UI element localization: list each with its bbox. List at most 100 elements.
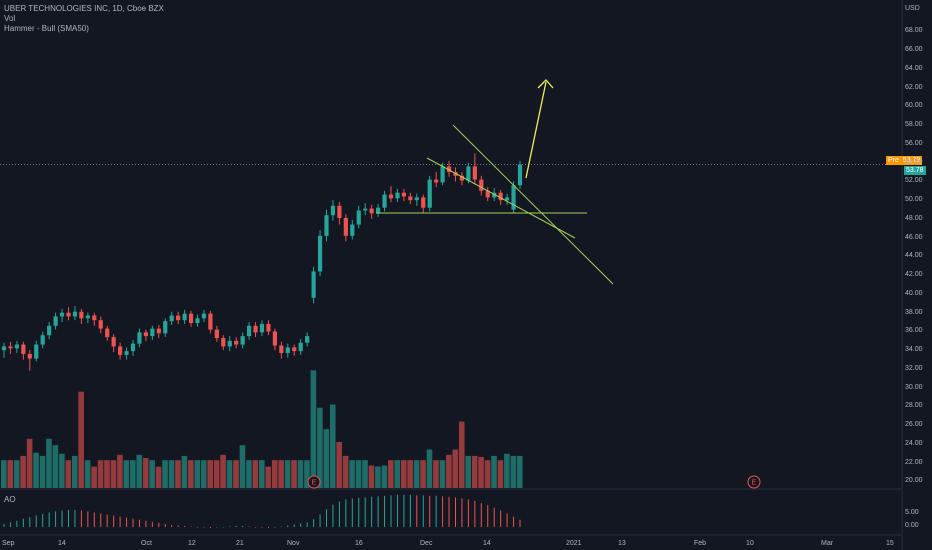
volume-bar bbox=[252, 460, 259, 488]
volume-bar bbox=[136, 454, 143, 488]
volume-bar bbox=[484, 460, 491, 488]
volume-bar bbox=[400, 460, 407, 488]
volume-bar bbox=[71, 455, 78, 488]
volume-bar bbox=[39, 455, 46, 488]
ao-bar bbox=[319, 514, 321, 527]
ao-bar bbox=[93, 512, 95, 527]
volume-bar bbox=[162, 460, 168, 488]
candle-body bbox=[221, 338, 226, 347]
candle-body bbox=[285, 347, 290, 353]
ao-bar bbox=[248, 526, 250, 527]
candle-body bbox=[382, 194, 387, 208]
volume-bar bbox=[368, 465, 375, 488]
ao-bar bbox=[416, 495, 418, 527]
volume-bar bbox=[220, 454, 226, 488]
price-axis-label: 50.00 bbox=[905, 196, 923, 204]
ao-bar bbox=[338, 501, 340, 527]
candle-body bbox=[459, 175, 465, 181]
candle-body bbox=[92, 315, 97, 321]
ao-bar bbox=[106, 514, 108, 527]
candle-body bbox=[414, 197, 419, 201]
volume-bar bbox=[471, 455, 478, 488]
volume-bar bbox=[181, 455, 188, 488]
volume-bar bbox=[497, 460, 504, 488]
ao-bar bbox=[222, 527, 224, 528]
currency-label[interactable]: USD bbox=[905, 5, 920, 12]
candle-body bbox=[98, 320, 103, 329]
ao-bar bbox=[422, 495, 424, 527]
volume-bar bbox=[504, 453, 510, 488]
volume-bar bbox=[46, 438, 52, 488]
price-axis-label: 56.00 bbox=[905, 139, 923, 147]
volume-bar bbox=[200, 460, 207, 488]
price-axis-label: 34.00 bbox=[905, 346, 923, 354]
candle-body bbox=[85, 315, 90, 319]
hammer-indicator-label[interactable]: Hammer - Bull (SMA50) bbox=[4, 24, 89, 33]
volume-bar bbox=[446, 454, 452, 488]
candle-body bbox=[227, 340, 232, 347]
candle-body bbox=[517, 164, 523, 186]
candle-body bbox=[479, 179, 484, 191]
candle-body bbox=[79, 311, 84, 319]
volume-bar bbox=[52, 445, 59, 488]
ao-bar bbox=[442, 496, 444, 527]
ao-bar bbox=[203, 527, 205, 528]
ao-bar bbox=[209, 527, 211, 529]
candle-body bbox=[111, 337, 116, 347]
candle-body bbox=[511, 185, 516, 210]
candle-body bbox=[130, 343, 136, 352]
time-axis-label: 10 bbox=[746, 540, 754, 547]
candle-body bbox=[485, 190, 490, 198]
ao-bar bbox=[500, 510, 502, 527]
volume-bar bbox=[91, 466, 97, 488]
earnings-marker-icon bbox=[747, 475, 761, 489]
candle-body bbox=[195, 318, 200, 323]
volume-bar bbox=[491, 455, 497, 488]
ao-bar bbox=[332, 504, 334, 527]
price-axis-label: 58.00 bbox=[905, 121, 923, 129]
ao-bar bbox=[435, 495, 437, 527]
time-axis-label: 15 bbox=[886, 540, 894, 547]
volume-bar bbox=[375, 466, 381, 488]
volume-bar bbox=[465, 455, 471, 488]
ao-bar bbox=[364, 497, 366, 527]
ao-bar bbox=[9, 522, 11, 527]
ao-bar bbox=[409, 494, 411, 527]
price-axis-label: 66.00 bbox=[905, 46, 923, 54]
ao-bar bbox=[48, 512, 50, 527]
candle-body bbox=[234, 340, 239, 345]
ao-bar bbox=[467, 499, 469, 527]
volume-bar bbox=[510, 455, 517, 488]
pre-market-tag: Pre 53.79 bbox=[886, 156, 923, 165]
volume-bar bbox=[26, 438, 33, 488]
volume-bar bbox=[104, 460, 110, 488]
candle-body bbox=[421, 197, 426, 208]
vol-indicator-label[interactable]: Vol bbox=[4, 14, 16, 23]
volume-bar bbox=[355, 460, 362, 488]
volume-bar bbox=[517, 455, 523, 488]
time-axis-label: Dec bbox=[420, 540, 433, 547]
volume-bar bbox=[20, 455, 26, 488]
candle-body bbox=[259, 323, 265, 333]
candle-body bbox=[395, 192, 400, 199]
ao-bar bbox=[429, 495, 431, 527]
ao-bar bbox=[235, 525, 237, 527]
ao-bar bbox=[300, 523, 302, 527]
volume-bar bbox=[304, 460, 310, 488]
volume-bar bbox=[349, 460, 355, 488]
price-axis-label: 32.00 bbox=[905, 364, 923, 372]
candle-body bbox=[182, 313, 187, 321]
price-axis-label: 46.00 bbox=[905, 233, 923, 241]
candle-body bbox=[47, 325, 52, 336]
price-axis-label: 24.00 bbox=[905, 439, 923, 447]
volume-bar bbox=[394, 460, 401, 488]
ao-bar bbox=[487, 505, 489, 527]
volume-bar bbox=[297, 460, 304, 488]
candle-body bbox=[143, 332, 148, 337]
ao-bar bbox=[377, 496, 379, 527]
ao-indicator-label[interactable]: AO bbox=[4, 495, 16, 504]
time-axis-label: Feb bbox=[694, 540, 707, 547]
ao-bar bbox=[493, 507, 495, 527]
volume-bar bbox=[239, 445, 246, 488]
